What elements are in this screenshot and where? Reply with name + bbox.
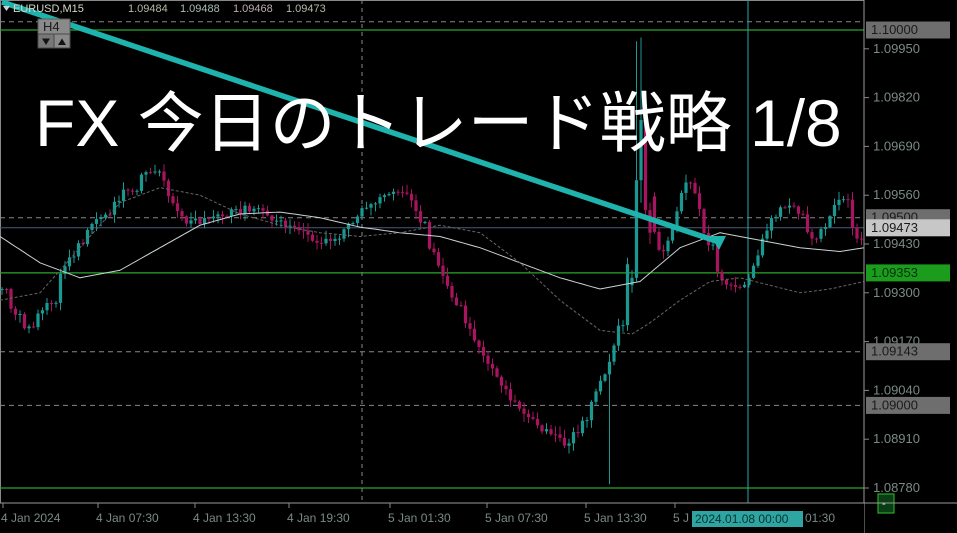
svg-text:EURUSD,M15: EURUSD,M15: [13, 3, 84, 15]
svg-text:FX 今日のトレード戦略 1/8: FX 今日のトレード戦略 1/8: [35, 86, 842, 160]
svg-text:1.09484: 1.09484: [128, 3, 168, 15]
svg-text:5 J: 5 J: [673, 511, 689, 525]
svg-text:4 Jan 19:30: 4 Jan 19:30: [287, 511, 350, 525]
svg-text:4 Jan 07:30: 4 Jan 07:30: [96, 511, 159, 525]
svg-text:1.09468: 1.09468: [233, 3, 273, 15]
svg-text:1.09488: 1.09488: [180, 3, 220, 15]
svg-text:1.09300: 1.09300: [873, 285, 920, 300]
svg-text:1.08910: 1.08910: [873, 431, 920, 446]
svg-text:4 Jan 2024: 4 Jan 2024: [1, 511, 61, 525]
svg-text:01:30: 01:30: [805, 511, 835, 525]
svg-text:1.09473: 1.09473: [286, 3, 326, 15]
svg-text:1.09820: 1.09820: [873, 90, 920, 105]
svg-text:1.10000: 1.10000: [871, 22, 918, 37]
svg-text:4 Jan 13:30: 4 Jan 13:30: [193, 511, 256, 525]
svg-text:5 Jan 13:30: 5 Jan 13:30: [584, 511, 647, 525]
svg-text:2024.01.08 00:00: 2024.01.08 00:00: [695, 512, 789, 526]
svg-text:1.09000: 1.09000: [871, 397, 918, 412]
svg-text:1.09473: 1.09473: [871, 220, 918, 235]
svg-text:1.09690: 1.09690: [873, 138, 920, 153]
svg-text:1.09560: 1.09560: [873, 187, 920, 202]
svg-text:1.09430: 1.09430: [873, 236, 920, 251]
svg-text:5 Jan 07:30: 5 Jan 07:30: [485, 511, 548, 525]
svg-text:1.09353: 1.09353: [871, 265, 918, 280]
svg-text:1.09950: 1.09950: [873, 41, 920, 56]
svg-text:1.09040: 1.09040: [873, 382, 920, 397]
svg-text:5 Jan 01:30: 5 Jan 01:30: [388, 511, 451, 525]
svg-text:H4: H4: [43, 19, 60, 34]
svg-text:-: -: [882, 498, 886, 510]
svg-text:1.08780: 1.08780: [873, 480, 920, 495]
svg-text:1.09143: 1.09143: [871, 344, 918, 359]
